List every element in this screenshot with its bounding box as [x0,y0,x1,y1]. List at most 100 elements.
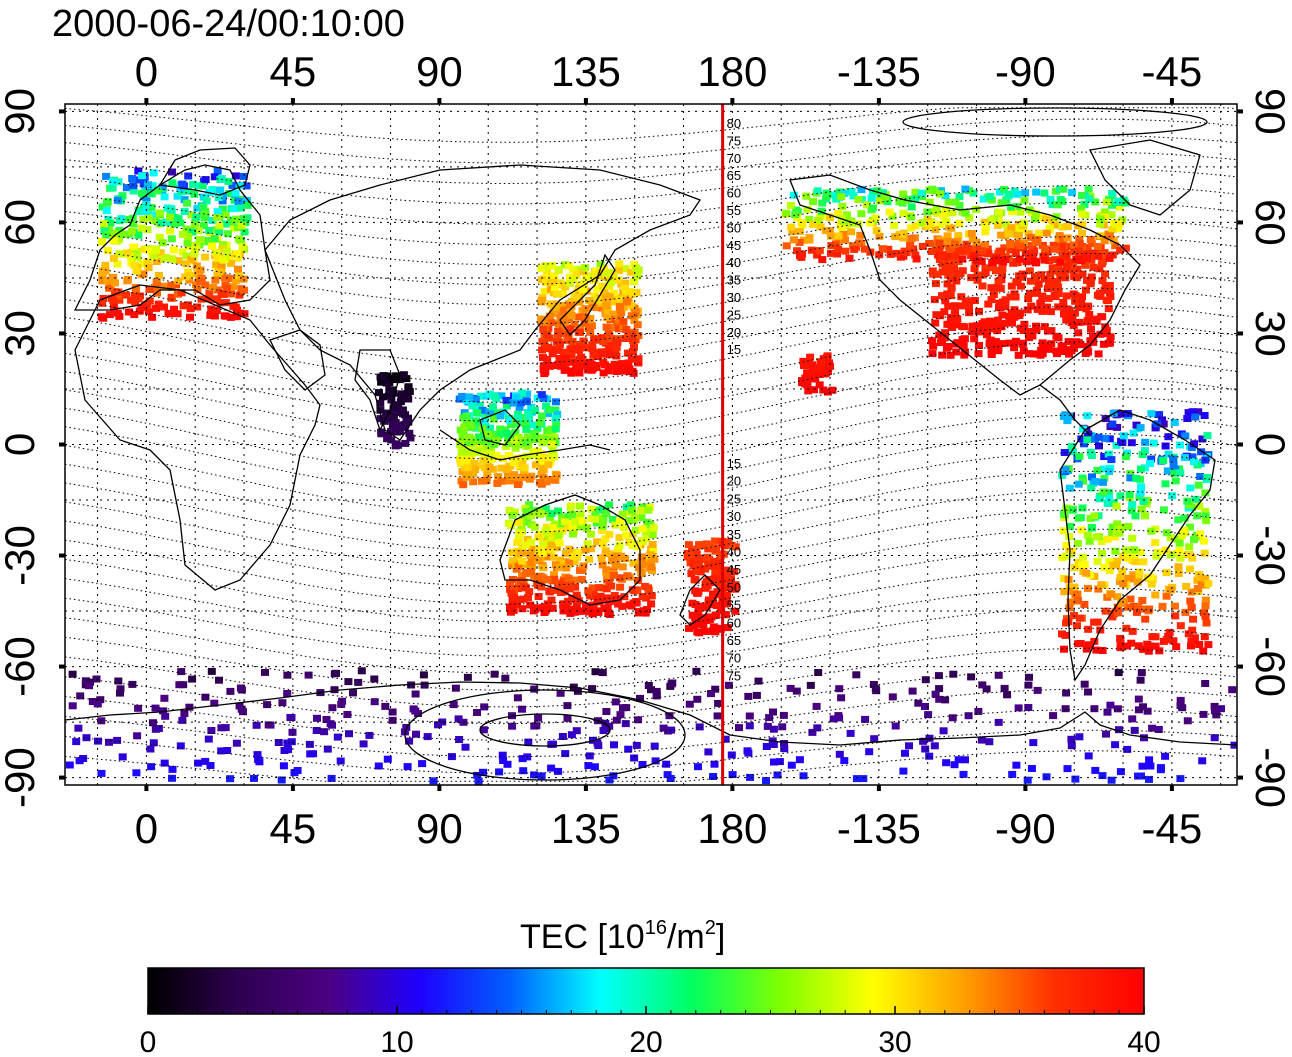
tec-cell [129,187,138,195]
tec-cell [1128,715,1137,723]
tec-cell [1201,489,1210,497]
tec-cell [1098,647,1107,654]
tec-cell [180,208,189,215]
coastline-borneo [479,409,521,446]
mlat-label-north: 15 [727,342,741,357]
tec-cell [897,231,906,238]
tec-cell [284,746,292,754]
tec-cell [1116,644,1125,652]
tec-cell [142,197,151,205]
tec-cell [838,202,847,210]
tec-cell [1125,491,1134,498]
tec-cell [788,228,797,235]
tec-cell [699,603,708,610]
tec-cell [646,551,655,559]
tec-cell [974,328,983,336]
tec-cell [134,208,143,216]
tec-cell [223,747,232,754]
tec-cell [586,592,594,600]
tec-cell [1073,539,1082,547]
tec-cell [547,541,556,549]
tec-cell [547,425,556,433]
tec-cell [994,221,1002,229]
lat-label-left: 30 [0,310,43,357]
tec-cell [1108,225,1117,233]
tec-cell [499,757,508,764]
tec-cell [173,192,182,200]
tec-cell [1095,442,1103,450]
tec-cell [1090,315,1099,323]
tec-cell [837,193,846,201]
tec-cell [602,708,611,715]
mlat-label-north: 35 [727,273,741,288]
tec-cell [542,478,551,486]
tec-cell [1041,215,1050,223]
tec-cell [250,774,258,782]
tec-cell [152,258,161,265]
tec-cell [458,392,467,400]
tec-cell [666,775,675,782]
tec-cell [210,173,219,181]
lat-label-right: -60 [1247,636,1292,697]
tec-cell [1196,473,1205,480]
tec-cell [472,417,480,425]
tec-cell [230,205,239,212]
tec-cell [116,685,125,693]
tec-cell [634,577,643,584]
tec-cell [1104,450,1113,458]
tec-cell [1020,320,1029,328]
tec-cell [1027,765,1036,772]
tec-cell [1019,226,1028,234]
tec-cell [510,471,519,479]
tec-cell [166,227,174,235]
tec-cell [482,476,491,484]
tec-cell [522,452,531,460]
tec-cell [745,722,754,730]
tec-cell [97,769,106,777]
tec-cell [950,311,959,319]
tec-cell [210,312,219,320]
tec-cell [989,291,998,299]
tec-cell [826,362,834,370]
tec-cell [1105,282,1114,289]
tec-cell [942,759,951,767]
tec-cell [389,389,398,397]
tec-cell [1196,530,1205,538]
tec-cell [693,695,702,703]
tec-cell [1073,596,1082,604]
tec-cell [178,180,187,188]
tec-cell [531,430,540,438]
tec-cell [1158,416,1167,424]
tec-cell [92,675,101,683]
tec-cell [563,714,572,722]
tec-cell [1067,266,1076,274]
tec-cell [606,324,615,331]
tec-cell [542,402,551,410]
tec-cell [234,265,242,273]
tec-cell [497,464,506,472]
tec-cell [827,242,836,250]
tec-cell [1095,265,1104,273]
tec-cell [377,378,386,386]
tec-cell [807,375,816,383]
tec-cell [1042,229,1051,237]
tec-cell [984,250,993,258]
tec-cell [1079,425,1088,433]
tec-cell [804,360,813,368]
tec-cell [957,293,966,301]
tec-cell [704,561,713,569]
tec-cell [313,714,321,722]
mlat-label-north: 50 [727,220,741,235]
tec-cell [123,249,132,257]
tec-cell [524,433,532,441]
tec-cell [514,563,523,571]
tec-cell [544,553,553,561]
tec-cell [1075,614,1084,622]
mlat-contour [65,489,1237,570]
tec-cell [994,718,1003,726]
tec-cell [782,209,791,217]
tec-cell [1083,436,1092,444]
tec-cell [570,320,579,328]
tec-cell [1185,543,1194,551]
tec-cell [370,675,379,683]
